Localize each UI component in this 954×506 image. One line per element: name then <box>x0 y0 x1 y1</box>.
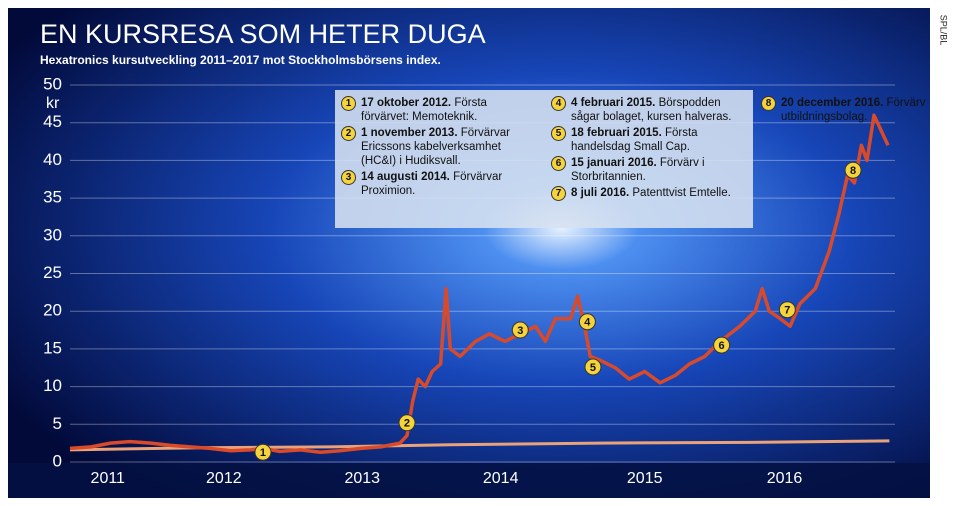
event-item: 4 4 februari 2015. Börspodden sågar bolag… <box>551 96 747 124</box>
event-marker-circle <box>713 336 731 354</box>
chart-title: EN KURSRESA SOM HETER DUGA <box>40 19 486 49</box>
event-description: Patenttvist Emtelle. <box>632 187 731 199</box>
event-number: 7 <box>551 186 566 201</box>
event-item: 8 20 december 2016. Förvärv utbildningsbo… <box>761 96 954 124</box>
event-date: 1 november 2013. <box>361 127 458 139</box>
event-item: 2 1 november 2013. Förvärvar Ericssons ka… <box>341 126 537 168</box>
event-marker-circle <box>398 414 416 432</box>
event-text: 18 februari 2015. Första handelsdag Smal… <box>571 126 747 154</box>
event-marker-number: 7 <box>784 305 790 317</box>
x-tick-label: 2014 <box>483 470 519 487</box>
event-marker: 3 <box>511 321 529 339</box>
event-marker-number: 5 <box>590 362 596 374</box>
event-number: 3 <box>341 170 356 185</box>
y-tick-label: 0 <box>53 451 62 470</box>
event-marker-circle <box>578 313 596 331</box>
event-marker: 7 <box>778 301 796 319</box>
event-marker-circle <box>584 358 602 376</box>
event-item: 5 18 februari 2015. Första handelsdag Sma… <box>551 126 747 154</box>
event-marker: 1 <box>254 443 272 461</box>
y-tick-label: 15 <box>43 338 62 357</box>
y-tick-label: 5 <box>53 414 62 433</box>
event-item: 1 17 oktober 2012. Första förvärvet: Memo… <box>341 96 537 124</box>
event-number: 6 <box>551 156 566 171</box>
event-legend: 1 17 oktober 2012. Första förvärvet: Memo… <box>335 90 925 228</box>
event-date: 17 oktober 2012. <box>361 97 452 109</box>
event-date: 15 januari 2016. <box>571 157 657 169</box>
event-number: 5 <box>551 126 566 141</box>
event-marker-number: 4 <box>584 317 591 329</box>
event-description: Förvärvar Proximion. <box>361 171 503 197</box>
event-marker-circle <box>778 301 796 319</box>
event-marker: 4 <box>578 313 596 331</box>
event-marker: 6 <box>713 336 731 354</box>
y-axis-label: kr <box>46 95 60 112</box>
y-tick-label: 40 <box>43 150 62 169</box>
event-marker-circle <box>254 443 272 461</box>
y-tick-label: 45 <box>43 112 62 131</box>
event-text: 14 augusti 2014. Förvärvar Proximion. <box>361 170 537 198</box>
background <box>8 8 930 498</box>
y-tick-label: 10 <box>43 376 62 395</box>
event-date: 4 februari 2015. <box>571 97 656 109</box>
event-description: Första handelsdag Small Cap. <box>571 127 698 153</box>
y-tick-label: 25 <box>43 263 62 282</box>
event-text: 1 november 2013. Förvärvar Ericssons kab… <box>361 126 537 168</box>
event-number: 1 <box>341 96 356 111</box>
event-text: 15 januari 2016. Förvärv i Storbritannie… <box>571 156 747 184</box>
event-marker-number: 6 <box>719 340 725 352</box>
event-marker: 2 <box>398 414 416 432</box>
event-item: 3 14 augusti 2014. Förvärvar Proximion. <box>341 170 537 198</box>
x-tick-label: 2016 <box>767 470 803 487</box>
event-description: Förvärv i Storbritannien. <box>571 157 705 183</box>
y-tick-label: 35 <box>43 188 62 207</box>
event-description: Börspodden sågar bolaget, kursen halvera… <box>571 97 732 123</box>
x-tick-label: 2011 <box>91 470 126 487</box>
event-marker-circle <box>511 321 529 339</box>
x-axis-band <box>8 463 930 498</box>
subtitle: Hexatronics kursutveckling 2011–2017 mot… <box>40 53 441 67</box>
event-text: 17 oktober 2012. Första förvärvet: Memot… <box>361 96 537 124</box>
event-date: 14 augusti 2014. <box>361 171 450 183</box>
event-item: 6 15 januari 2016. Förvärv i Storbritanni… <box>551 156 747 184</box>
credit: SPL/BL <box>939 15 949 46</box>
y-tick-label: 30 <box>43 225 62 244</box>
event-marker-number: 3 <box>517 325 523 337</box>
event-marker-circle <box>844 161 862 179</box>
event-item: 7 8 juli 2016. Patenttvist Emtelle. <box>551 186 747 201</box>
y-tick-label: 50 <box>43 74 62 93</box>
event-date: 8 juli 2016. <box>571 187 630 199</box>
event-marker-number: 2 <box>404 418 410 430</box>
x-tick-label: 2015 <box>627 470 663 487</box>
event-number: 4 <box>551 96 566 111</box>
event-date: 18 februari 2015. <box>571 127 662 139</box>
series-line <box>69 113 890 454</box>
event-marker: 5 <box>584 358 602 376</box>
event-description: Första förvärvet: Memoteknik. <box>361 97 487 123</box>
x-tick-label: 2013 <box>344 470 380 487</box>
event-marker-number: 1 <box>260 447 266 459</box>
event-marker-number: 8 <box>850 165 856 177</box>
y-tick-label: 20 <box>43 301 62 320</box>
event-text: 8 juli 2016. Patenttvist Emtelle. <box>571 186 731 201</box>
x-tick-label: 2012 <box>206 470 242 487</box>
event-number: 8 <box>761 96 776 111</box>
event-text: 20 december 2016. Förvärv utbildningsbol… <box>781 96 954 124</box>
event-number: 2 <box>341 126 356 141</box>
event-description: Förvärvar Ericssons kabelverksamhet (HC&… <box>361 127 510 167</box>
event-marker: 8 <box>844 161 862 179</box>
event-text: 4 februari 2015. Börspodden sågar bolage… <box>571 96 747 124</box>
event-date: 20 december 2016. <box>781 97 884 109</box>
event-description: Förvärv utbildningsbolag. <box>781 97 926 123</box>
